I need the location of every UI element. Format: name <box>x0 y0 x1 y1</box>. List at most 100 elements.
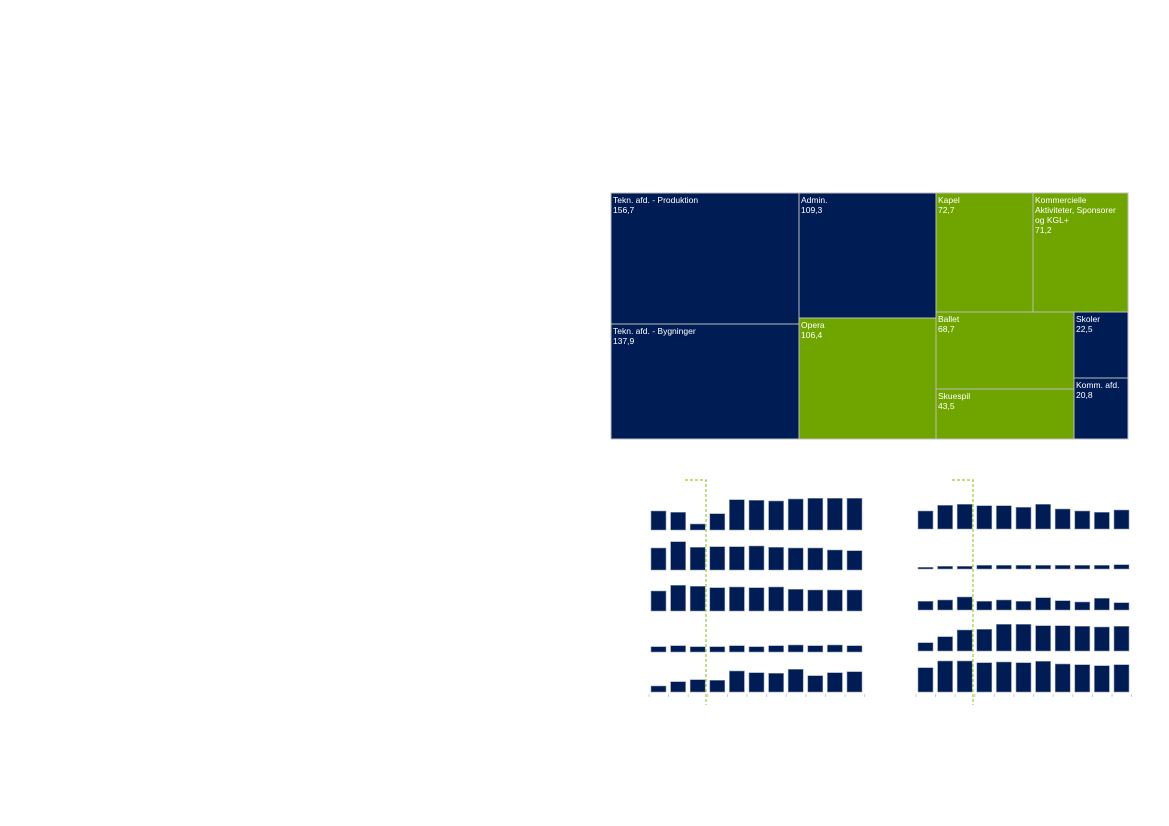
bar <box>729 586 745 612</box>
bar <box>650 646 667 653</box>
bar <box>768 645 784 653</box>
treemap-tile-rect <box>935 192 1034 313</box>
bar <box>996 505 1012 530</box>
bar-row <box>650 644 863 653</box>
bar <box>729 645 745 653</box>
treemap-tile-label: Aktiviteter, Sponsorer <box>1035 205 1116 215</box>
bar <box>689 585 706 612</box>
treemap-tile-value: 106,4 <box>801 330 823 340</box>
bar <box>1054 625 1071 652</box>
bar <box>709 587 726 612</box>
bar <box>937 660 953 693</box>
treemap-tile-rect <box>798 317 937 440</box>
bar <box>1035 597 1051 611</box>
bar <box>807 675 824 693</box>
treemap-tile-label: og KGL+ <box>1035 215 1069 225</box>
bar <box>1094 597 1110 611</box>
bar <box>1074 625 1091 652</box>
bar <box>937 504 953 530</box>
bar <box>827 497 843 531</box>
bar <box>807 497 824 531</box>
bar <box>729 546 745 571</box>
bar-row <box>917 596 1130 611</box>
bar <box>748 545 765 571</box>
bar <box>976 662 993 693</box>
treemap-tile: Komm. afd.20,8 <box>1073 377 1129 440</box>
bar <box>1094 564 1110 570</box>
bar-row <box>917 623 1130 652</box>
bar <box>787 588 804 612</box>
bar <box>670 681 686 693</box>
treemap-tile-value: 43,5 <box>938 401 955 411</box>
treemap-tile-value: 68,7 <box>938 324 955 334</box>
bar <box>650 547 667 571</box>
bar <box>846 589 863 612</box>
bar <box>976 600 993 611</box>
treemap-tile-label: Skuespil <box>938 391 970 401</box>
bar <box>917 510 934 530</box>
bar <box>1074 601 1091 611</box>
bar <box>807 589 824 612</box>
bar <box>1035 660 1051 693</box>
bar <box>689 546 706 571</box>
treemap-tile-value: 20,8 <box>1076 390 1093 400</box>
bar <box>729 499 745 531</box>
bar <box>689 679 706 693</box>
treemap-tile-label: Skoler <box>1076 314 1100 324</box>
bar-row <box>917 503 1130 530</box>
bar <box>1015 600 1032 611</box>
bar <box>956 629 973 652</box>
treemap-tile-value: 156,7 <box>613 205 635 215</box>
bar <box>1113 625 1130 652</box>
bar <box>1015 506 1032 530</box>
bar <box>1054 508 1071 530</box>
treemap-tile-label: Kommercielle <box>1035 195 1087 205</box>
bar <box>996 564 1012 570</box>
bar <box>670 541 686 571</box>
bar <box>787 644 804 653</box>
bar <box>650 685 667 693</box>
bar-row <box>650 541 863 571</box>
bar <box>748 499 765 531</box>
bar <box>1074 664 1091 693</box>
bar <box>748 587 765 612</box>
bar-row <box>917 564 1130 570</box>
bar <box>650 590 667 612</box>
bar <box>937 599 953 611</box>
bar <box>1113 509 1130 530</box>
bar <box>827 589 843 612</box>
bar <box>768 500 784 531</box>
bar <box>1035 564 1051 570</box>
bar <box>1094 511 1110 530</box>
bar <box>1054 564 1071 570</box>
bar <box>1094 626 1110 652</box>
bar <box>1035 625 1051 652</box>
bar <box>956 565 973 570</box>
treemap-tile-rect <box>1032 192 1129 313</box>
bar <box>787 547 804 571</box>
bar-row <box>650 497 863 531</box>
treemap-tile-label: Kapel <box>938 195 960 205</box>
bar <box>917 566 934 570</box>
treemap-tile-rect <box>935 388 1075 440</box>
treemap-tile-rect <box>610 323 800 440</box>
treemap-tile-label: Admin. <box>801 195 827 205</box>
bar <box>1074 564 1091 570</box>
bar-row <box>650 668 863 693</box>
bar <box>1113 564 1130 570</box>
treemap-tile-value: 71,2 <box>1035 225 1052 235</box>
bar <box>996 623 1012 652</box>
period-marker-line <box>952 479 974 705</box>
bar <box>846 550 863 571</box>
bar <box>827 672 843 693</box>
bar <box>976 564 993 570</box>
bar <box>976 505 993 530</box>
bar <box>827 644 843 653</box>
bar <box>1015 623 1032 652</box>
bar <box>787 498 804 531</box>
